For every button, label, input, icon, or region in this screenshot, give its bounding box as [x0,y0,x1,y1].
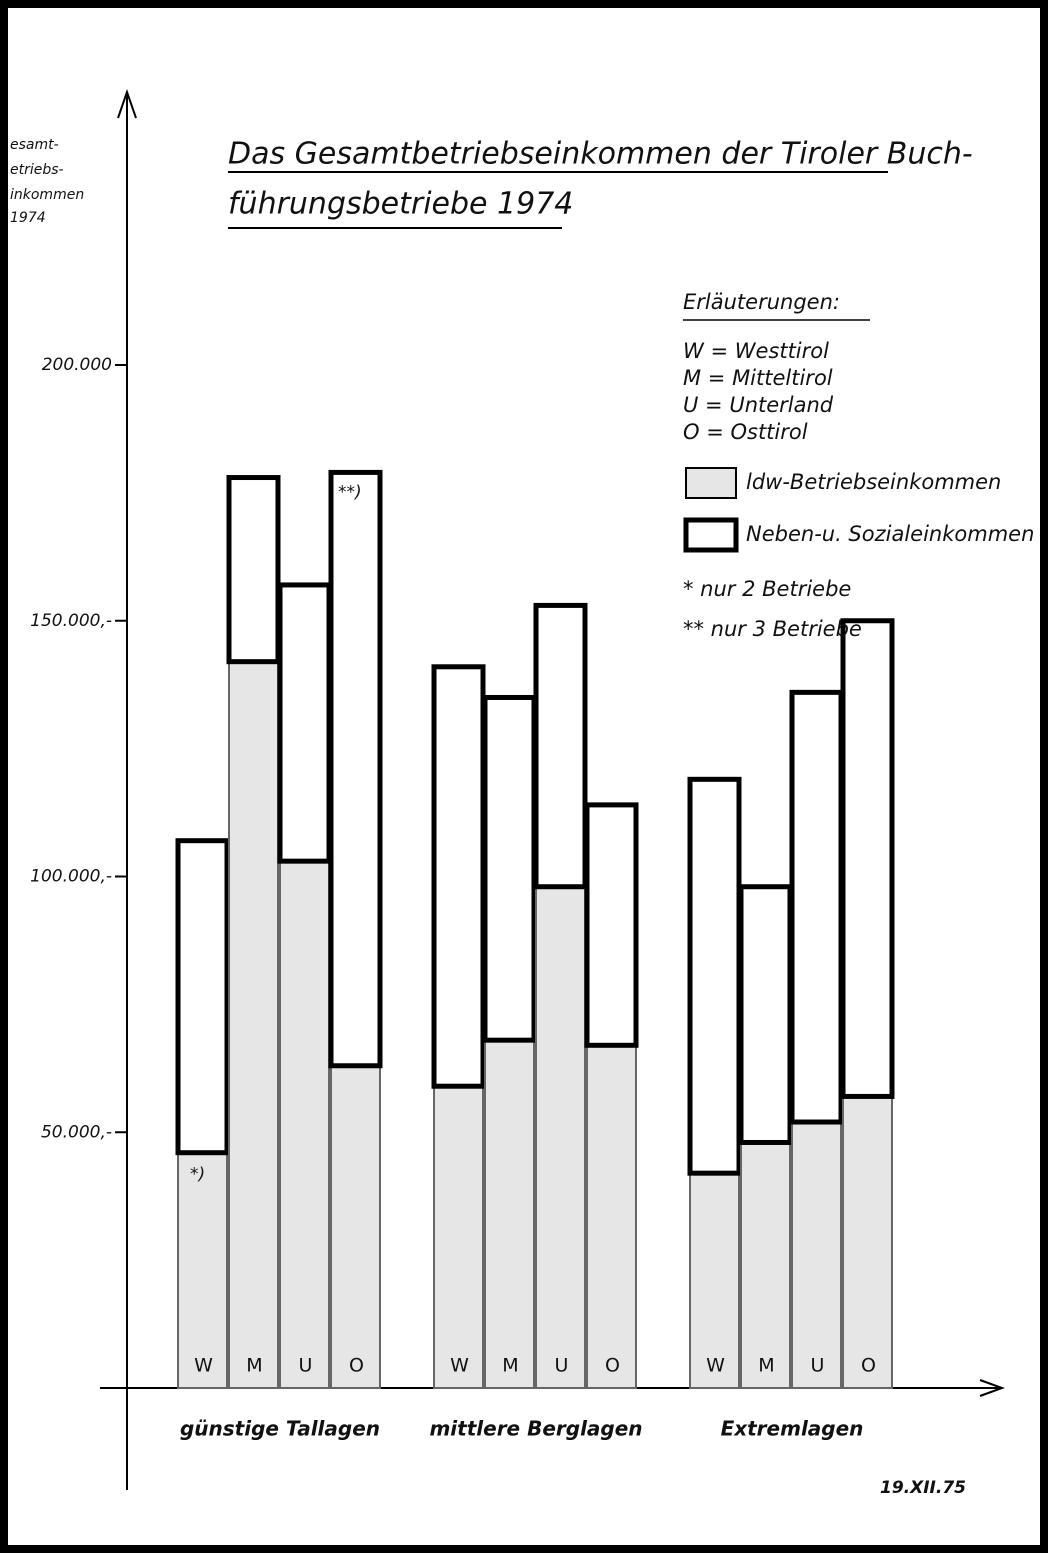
chart-title: Das Gesamtbetriebseinkommen der Tiroler … [228,137,973,172]
region-label: M [502,1355,518,1377]
bar-segment [228,660,279,1389]
bar-segment [535,885,586,1389]
y-axis-label: inkommen [10,187,84,203]
y-axis-label: esamt- [10,137,59,153]
chart-title: führungsbetriebe 1974 [228,187,573,222]
region-label: W [706,1355,725,1377]
legend-item: W = Westtirol [683,339,829,363]
legend-title: Erläuterungen: [683,290,840,314]
bar-segment [738,884,793,1145]
bar-segment [791,1121,842,1390]
bar-segment [431,664,486,1089]
bar-segment [226,475,281,665]
bar-segment [177,1151,228,1389]
legend-swatch [685,467,737,499]
x-category-label: günstige Tallagen [180,1417,380,1441]
y-tick-label: 150.000,- [30,611,112,631]
legend-item: U = Unterland [683,393,834,417]
bar-segment [789,689,844,1125]
bar-segment [533,602,588,890]
bar-segment [328,469,383,1069]
y-tick-label: 50.000,- [41,1122,112,1142]
y-axis-label: etriebs- [10,162,64,178]
bar-segment [330,1064,381,1389]
bar-segment [433,1085,484,1389]
y-tick-label: 100.000,- [30,867,112,887]
x-axis-arrow [979,1379,1005,1397]
bar-segment [482,694,537,1043]
bar-segment [279,860,330,1389]
x-category-label: Extremlagen [721,1417,864,1441]
bar-segment [842,1095,893,1389]
region-label: U [555,1355,569,1377]
legend-label: Neben-u. Sozialeinkommen [746,522,1034,546]
legend-label: ldw-Betriebseinkommen [746,470,1001,494]
bar-segment [687,776,742,1176]
note: ** nur 3 Betriebe [683,617,862,641]
date: 19.XII.75 [880,1478,966,1498]
region-label: U [299,1355,313,1377]
region-label: W [450,1355,469,1377]
note: * nur 2 Betriebe [683,577,851,601]
y-tick-label: 200.000 [42,355,112,375]
bar-segment [689,1172,740,1390]
x-category-label: mittlere Berglagen [429,1417,642,1441]
bar-segment [277,582,332,864]
region-label: M [246,1355,262,1377]
annotation: *) [190,1165,205,1185]
region-label: W [194,1355,213,1377]
bar-segment [740,1141,791,1389]
bar-segment [586,1044,637,1390]
y-axis-label: 1974 [10,210,46,226]
legend-item: O = Osttirol [683,420,808,444]
bar-segment [840,618,895,1099]
bar-segment [484,1039,535,1390]
region-label: U [811,1355,825,1377]
bar-segment [584,802,639,1048]
region-label: O [861,1355,876,1377]
region-label: O [349,1355,364,1377]
region-label: O [605,1355,620,1377]
bar-segment [175,838,230,1156]
region-label: M [758,1355,774,1377]
legend-item: M = Mitteltirol [683,366,833,390]
annotation: **) [338,482,362,502]
legend-swatch [683,517,739,553]
y-axis-arrow [117,88,137,119]
